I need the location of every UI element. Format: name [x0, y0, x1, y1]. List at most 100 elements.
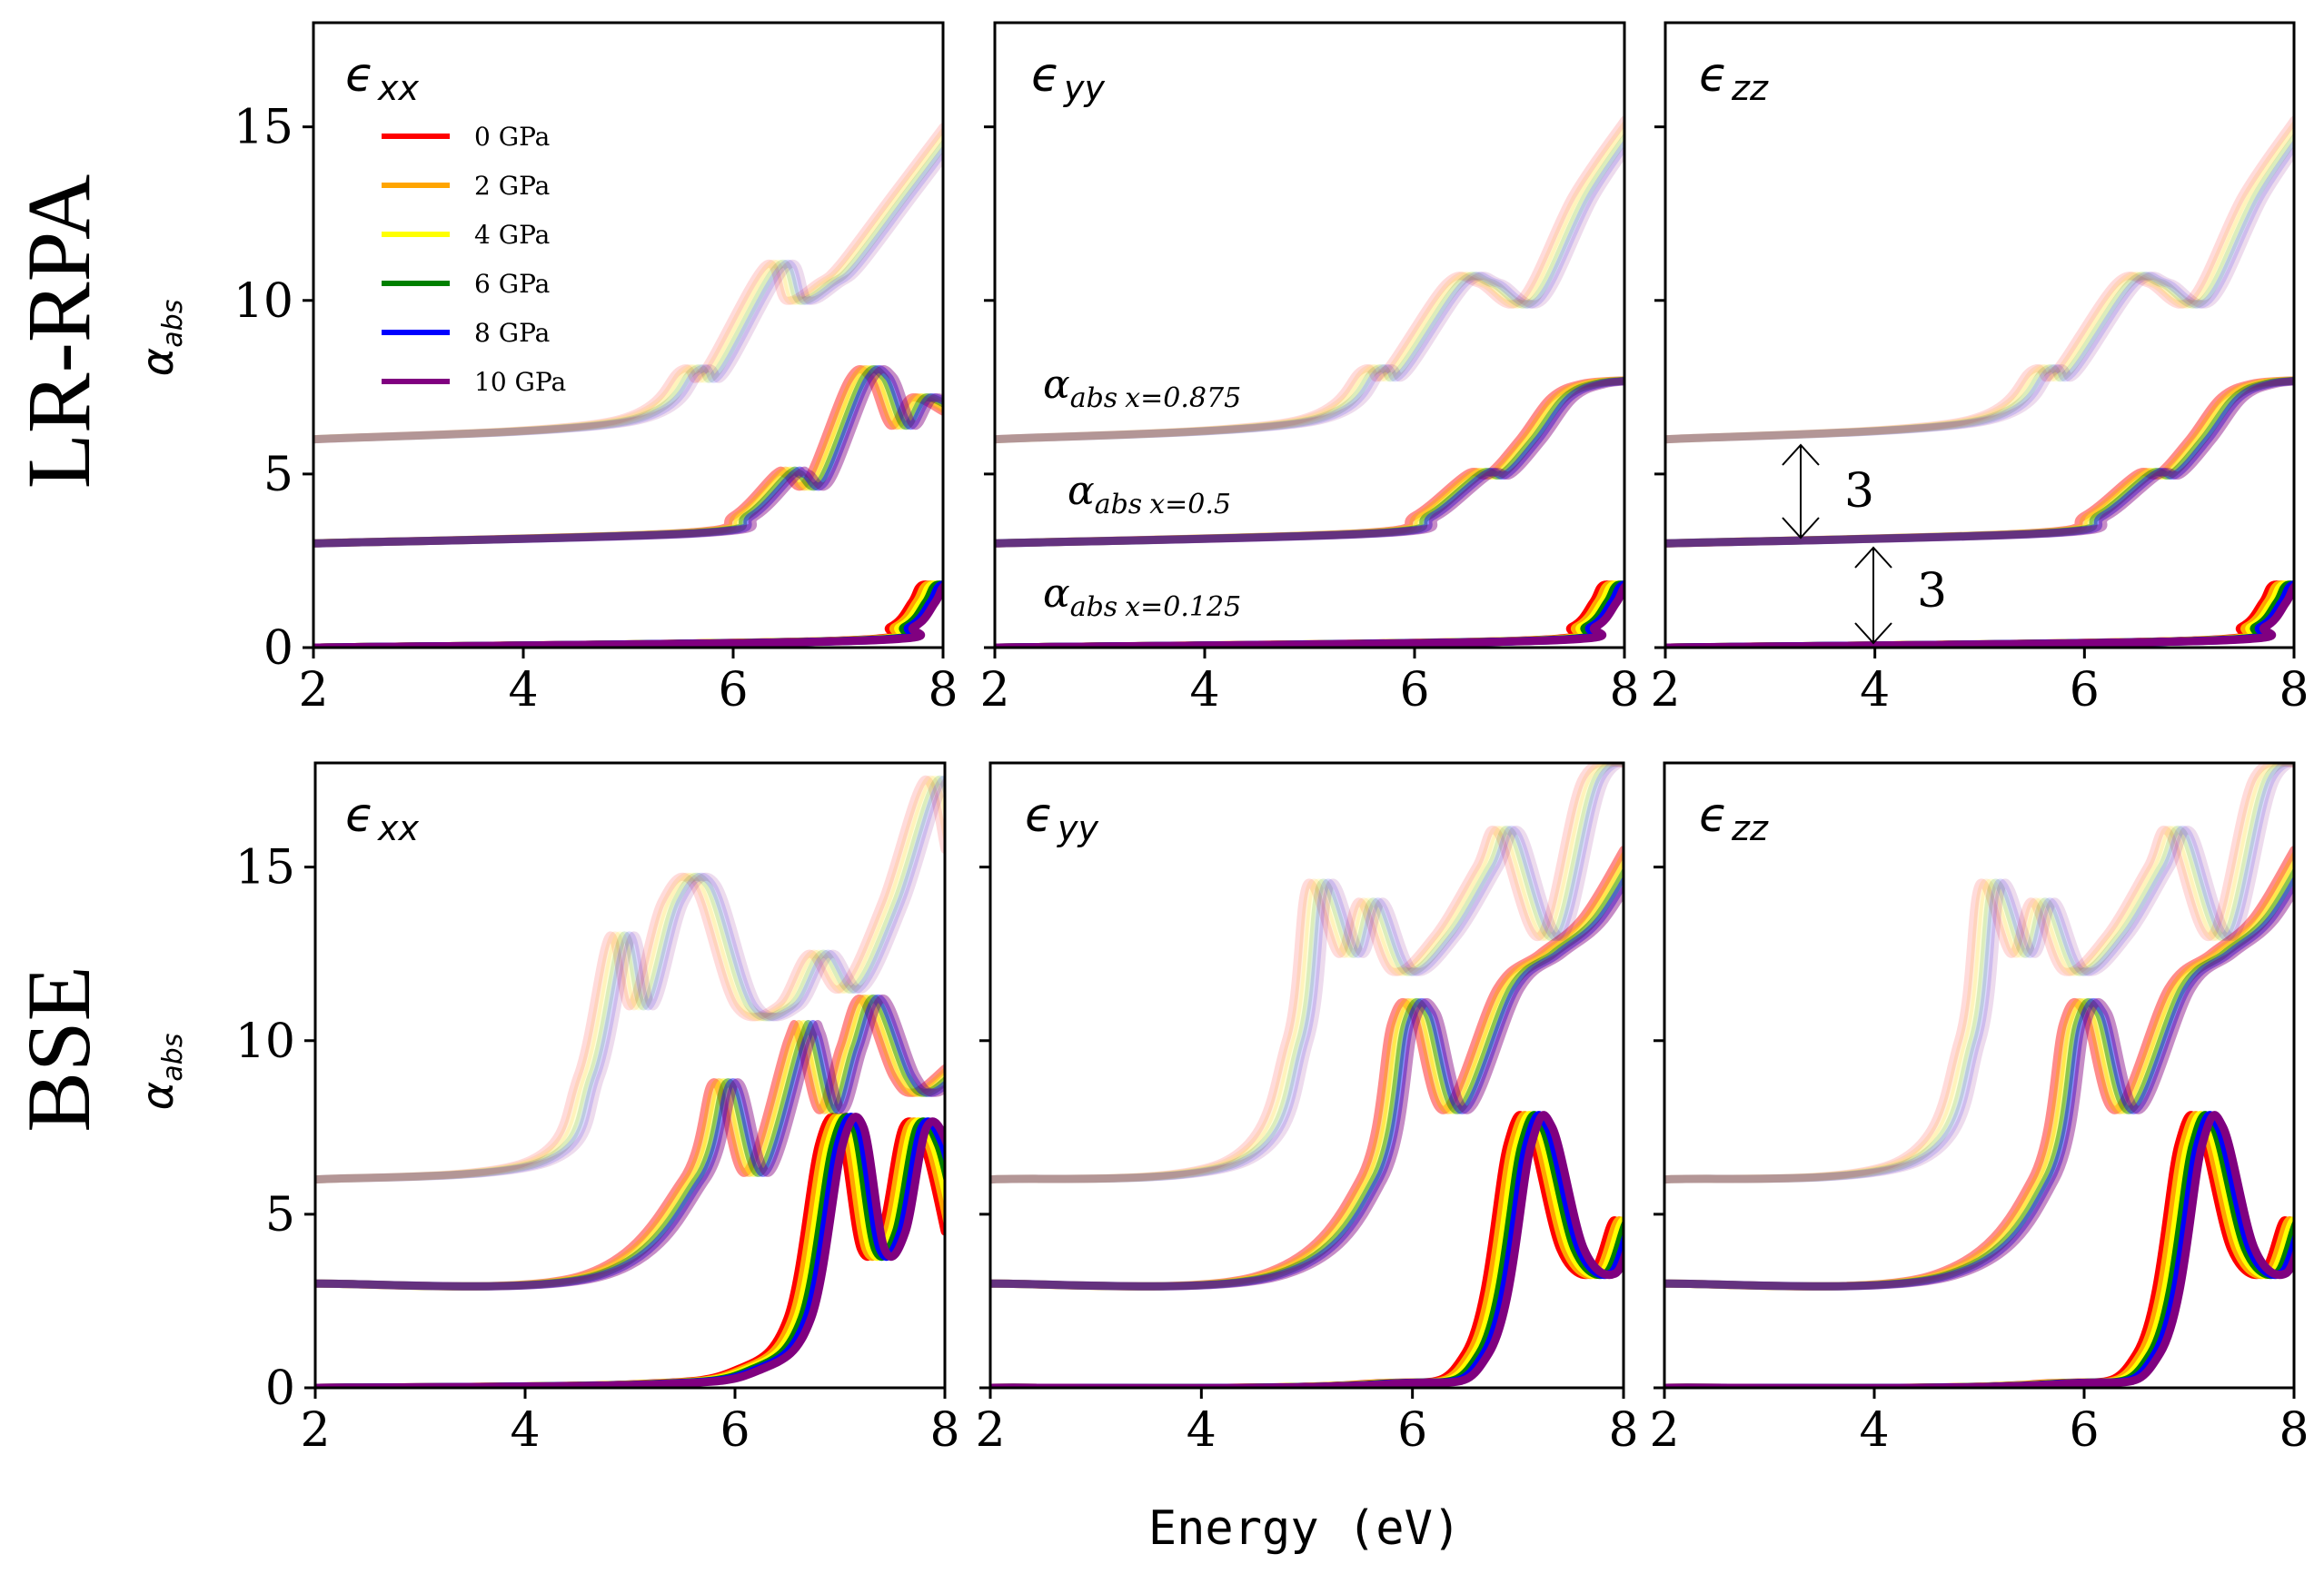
series-line-x0875-2gpa [1664, 763, 2294, 1184]
y-label-main: α [133, 1082, 184, 1111]
panel-title-sub: yy [1063, 68, 1105, 108]
x-tick-label: 2 [300, 1403, 330, 1458]
x-tick-label: 8 [1609, 663, 1639, 718]
panel-title: ϵ xx [345, 48, 419, 108]
annotation-x0875-main: α [1043, 361, 1070, 408]
series-line-x05-0gpa [995, 376, 1624, 548]
series-line-x05-2gpa [313, 365, 943, 548]
legend-label: 2 GPa [474, 171, 550, 201]
legend-label: 8 GPa [474, 318, 550, 348]
x-tick-label: 6 [1397, 1403, 1427, 1458]
y-axis-label-top: αabs [133, 300, 189, 377]
x-tick-label: 8 [2279, 663, 2309, 718]
series-line-x05-4gpa [313, 365, 943, 548]
offset-label-top: 3 [1844, 464, 1874, 519]
series-line-x05-2gpa [1664, 849, 2294, 1291]
annotation-x05-main: α [1068, 468, 1095, 514]
curves [995, 115, 1624, 648]
series-line-x05-4gpa [1665, 376, 2294, 548]
y-tick-label: 5 [265, 1188, 295, 1242]
curves [315, 775, 945, 1388]
plot-frame [1664, 21, 2296, 649]
annotation-x0875-sub: abs [1070, 382, 1118, 414]
series-line-x05-6gpa [1665, 376, 2294, 548]
curves [1665, 115, 2294, 648]
series-line-x0875-8gpa [1665, 138, 2294, 444]
series-line-x0875-4gpa [315, 775, 945, 1184]
series-line-x0875-2gpa [315, 775, 945, 1184]
series-line-x05-8gpa [313, 365, 943, 548]
series-line-x05-2gpa [1665, 376, 2294, 548]
panel-title: ϵ zz [1699, 48, 1769, 108]
row-label-bse: BSE [8, 965, 109, 1132]
panel-bse-yy: 2 4 6 8 ϵ yy [975, 761, 1639, 1458]
x-tick-label: 8 [929, 1403, 959, 1458]
panel-title-main: ϵ [345, 48, 374, 103]
offset-arrow-bottom [1854, 546, 1892, 645]
series-line-x05-10gpa [313, 365, 943, 548]
y-tick-label: 5 [263, 448, 293, 502]
offset-label-bottom: 3 [1917, 564, 1947, 619]
panel-title: ϵ zz [1699, 788, 1769, 848]
series-line-x0875-4gpa [995, 125, 1624, 444]
series-line-x0875-10gpa [315, 777, 945, 1184]
series-line-x05-2gpa [995, 376, 1624, 548]
series-line-x05-2gpa [315, 995, 945, 1291]
panel-lr-rpa-yy: 2 4 6 8 ϵ yy [979, 21, 1640, 718]
x-tick-label: 2 [1649, 1403, 1679, 1458]
annotation-x05: αabs x=0.5 [1068, 468, 1231, 520]
series-line-x05-4gpa [995, 376, 1624, 548]
annotation-x0125-value: x=0.125 [1125, 591, 1241, 623]
annotation-x0875: αabs x=0.875 [1043, 361, 1241, 414]
annotation-x05-value: x=0.5 [1149, 489, 1231, 520]
annotation-x0875-value: x=0.875 [1125, 382, 1241, 414]
series-line-x0875-10gpa [1664, 763, 2294, 1184]
plot-frame [312, 21, 945, 649]
series-line-x0875-2gpa [313, 126, 943, 444]
annotation-x0125-sub: abs [1070, 591, 1118, 623]
curves [313, 123, 943, 648]
legend-label: 6 GPa [474, 269, 550, 299]
series-line-x0875-4gpa [313, 132, 943, 444]
series-line-x0875-0gpa [315, 775, 945, 1184]
series-line-x0125-10gpa [1665, 581, 2294, 648]
x-tick-label: 2 [298, 663, 328, 718]
panel-title-sub: yy [1057, 808, 1098, 848]
x-tick-label: 4 [1187, 1403, 1217, 1458]
legend-label: 10 GPa [474, 367, 566, 397]
series-line-x0875-0gpa [313, 123, 943, 444]
series-line-x0875-10gpa [313, 151, 943, 444]
series-line-x0875-0gpa [1665, 115, 2294, 444]
x-tick-label: 6 [2069, 1403, 2099, 1458]
x-tick-label: 4 [1860, 663, 1890, 718]
series-line-x05-10gpa [990, 883, 1624, 1291]
curves [1664, 763, 2294, 1388]
x-tick-label: 2 [975, 1403, 1005, 1458]
series-line-x0875-6gpa [995, 132, 1624, 444]
legend-label: 4 GPa [474, 220, 550, 250]
series-line-x0875-8gpa [995, 139, 1624, 444]
x-tick-label: 8 [2279, 1403, 2309, 1458]
series-line-x0875-6gpa [1664, 763, 2294, 1184]
legend: 0 GPa 2 GPa 4 GPa 6 GPa 8 GPa 10 GPa [382, 122, 566, 397]
series-line-x0875-6gpa [313, 138, 943, 444]
panel-title-sub: zz [1731, 68, 1769, 108]
x-tick-label: 6 [2070, 663, 2100, 718]
series-line-x05-4gpa [1664, 857, 2294, 1291]
series-line-x05-6gpa [995, 376, 1624, 548]
annotation-x05-sub: abs [1095, 489, 1143, 520]
series-line-x05-8gpa [1665, 377, 2294, 548]
panel-title: ϵ yy [1031, 48, 1105, 108]
plot-frame [313, 761, 947, 1390]
plot-frame [1663, 761, 2296, 1390]
plot-frame [988, 761, 1625, 1390]
y-axis-label-bottom: αabs [133, 1034, 189, 1111]
x-tick-label: 4 [1189, 663, 1219, 718]
row-label-lr-rpa: LR-RPA [8, 174, 109, 489]
series-line-x0125-10gpa [315, 1113, 945, 1388]
series-line-x0875-2gpa [1665, 119, 2294, 444]
annotation-x0125-main: α [1043, 570, 1070, 617]
series-line-x0875-10gpa [995, 145, 1624, 444]
x-tick-label: 6 [720, 1403, 750, 1458]
series-line-x05-6gpa [313, 365, 943, 548]
